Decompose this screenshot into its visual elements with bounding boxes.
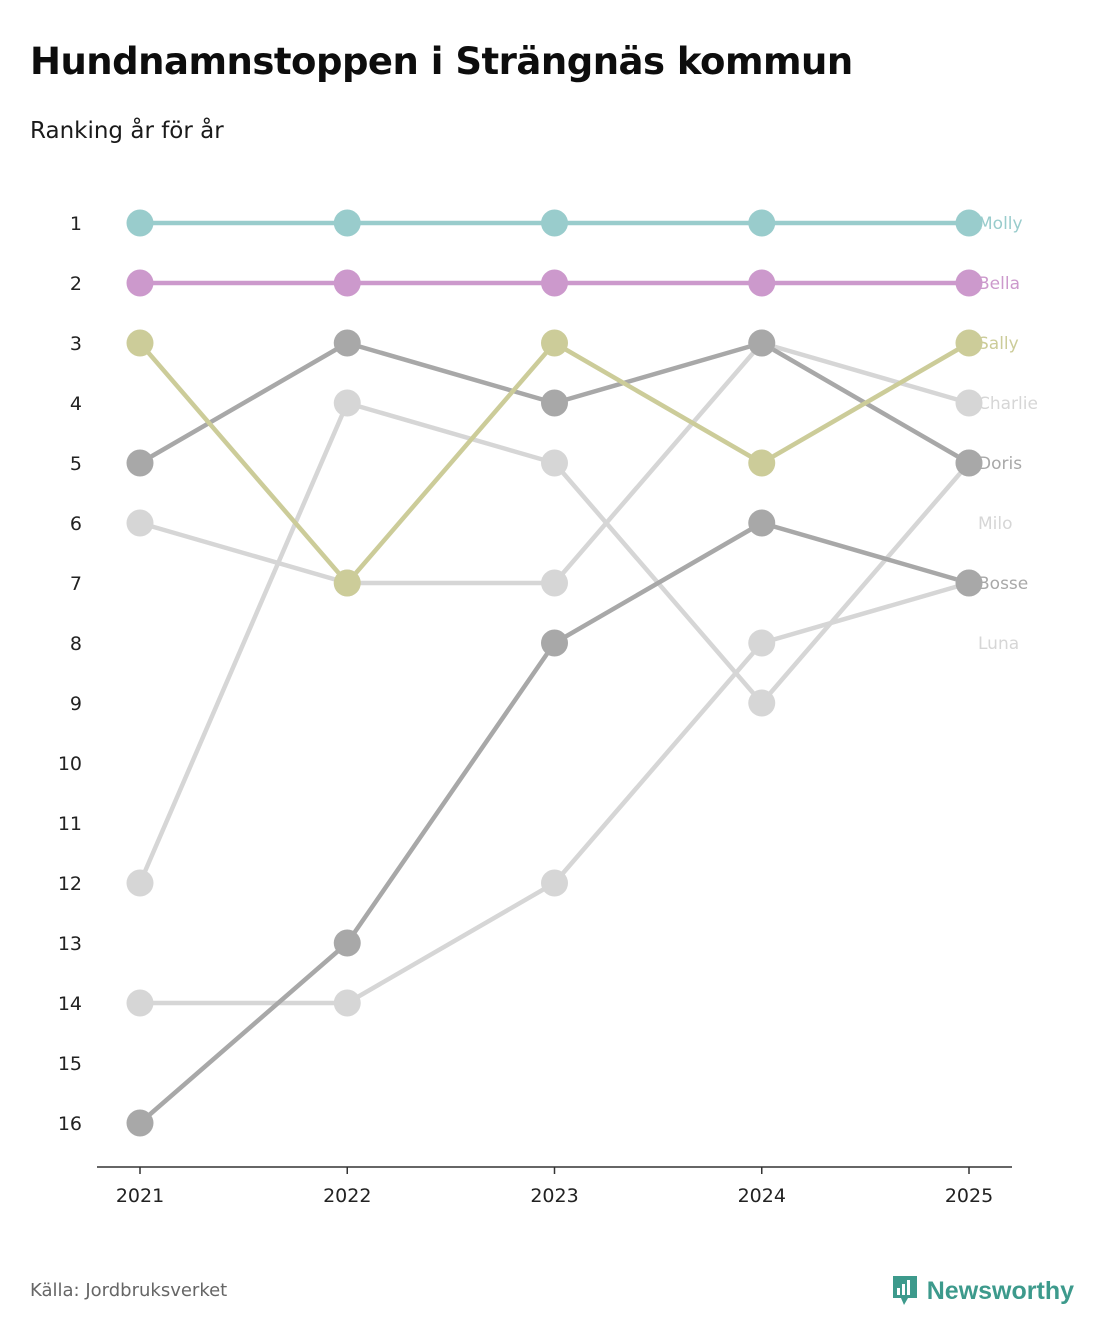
- x-axis: 2021 2022 2023 2024 2025: [97, 1166, 1012, 1207]
- data-point-milo: [126, 869, 154, 897]
- data-point-bella: [333, 269, 361, 297]
- end-labels: Molly Bella Sally Charlie Doris Milo Bosse Luna: [978, 214, 1038, 654]
- brand-logo: Newsworthy: [891, 1274, 1074, 1308]
- y-tick-label: 16: [58, 1113, 82, 1135]
- data-point-bella: [126, 269, 154, 297]
- data-point-bosse: [955, 569, 983, 597]
- data-point-molly: [126, 209, 154, 237]
- data-point-milo: [748, 689, 776, 717]
- end-label-doris: Doris: [978, 454, 1022, 474]
- end-label-charlie: Charlie: [978, 394, 1038, 414]
- y-tick-label: 14: [58, 993, 82, 1015]
- series-lines: [137, 220, 972, 1126]
- y-tick-label: 6: [70, 513, 82, 535]
- data-point-molly: [748, 209, 776, 237]
- y-tick-label: 7: [70, 573, 82, 595]
- data-point-bosse: [333, 929, 361, 957]
- end-label-molly: Molly: [978, 214, 1023, 234]
- end-label-milo: Milo: [978, 514, 1013, 534]
- y-tick-label: 9: [70, 693, 82, 715]
- data-point-doris: [748, 329, 776, 357]
- x-tick-label: 2023: [530, 1185, 578, 1207]
- data-point-luna: [126, 989, 154, 1017]
- y-tick-label: 12: [58, 873, 82, 895]
- newsworthy-logo-icon: [892, 1276, 917, 1305]
- y-tick-label: 5: [70, 453, 82, 475]
- data-point-sally: [126, 329, 154, 357]
- data-point-bosse: [541, 629, 568, 657]
- data-point-doris: [955, 449, 983, 477]
- data-point-bosse: [748, 509, 776, 537]
- data-point-charlie: [126, 509, 154, 537]
- data-point-sally: [748, 449, 776, 477]
- data-point-bella: [955, 269, 983, 297]
- x-tick-label: 2021: [116, 1185, 164, 1207]
- brand-name: Newsworthy: [926, 1276, 1074, 1305]
- y-tick-label: 2: [70, 273, 82, 295]
- series-points: [126, 209, 983, 1137]
- data-point-molly: [955, 209, 983, 237]
- data-point-sally: [541, 329, 568, 357]
- x-tick-label: 2022: [323, 1185, 371, 1207]
- y-tick-label: 10: [58, 753, 82, 775]
- data-point-sally: [955, 329, 983, 357]
- data-point-molly: [541, 209, 568, 237]
- data-point-sally: [333, 569, 361, 597]
- x-tick-label: 2024: [738, 1185, 786, 1207]
- series-line-bosse: [137, 520, 972, 1126]
- end-label-luna: Luna: [978, 634, 1019, 654]
- y-tick-label: 3: [70, 333, 82, 355]
- data-point-doris: [333, 329, 361, 357]
- source-note: Källa: Jordbruksverket: [30, 1280, 228, 1301]
- data-point-luna: [541, 869, 568, 897]
- data-point-charlie: [541, 569, 568, 597]
- end-label-bosse: Bosse: [978, 574, 1028, 594]
- data-point-bella: [748, 269, 776, 297]
- chart-subtitle: Ranking år för år: [30, 118, 224, 144]
- y-tick-label: 11: [58, 813, 82, 835]
- y-tick-label: 15: [58, 1053, 82, 1075]
- data-point-milo: [541, 449, 568, 477]
- data-point-bella: [541, 269, 568, 297]
- data-point-doris: [541, 389, 568, 417]
- data-point-milo: [333, 389, 361, 417]
- y-tick-label: 1: [70, 213, 82, 235]
- data-point-doris: [126, 449, 154, 477]
- end-label-sally: Sally: [978, 334, 1019, 354]
- chart-title: Hundnamnstoppen i Strängnäs kommun: [30, 40, 853, 83]
- y-tick-label: 13: [58, 933, 82, 955]
- data-point-charlie: [955, 389, 983, 417]
- y-tick-label: 4: [70, 393, 82, 415]
- data-point-molly: [333, 209, 361, 237]
- data-point-luna: [333, 989, 361, 1017]
- x-tick-label: 2025: [945, 1185, 993, 1207]
- data-point-bosse: [126, 1109, 154, 1137]
- y-tick-label: 8: [70, 633, 82, 655]
- end-label-bella: Bella: [978, 274, 1020, 294]
- data-point-luna: [748, 629, 776, 657]
